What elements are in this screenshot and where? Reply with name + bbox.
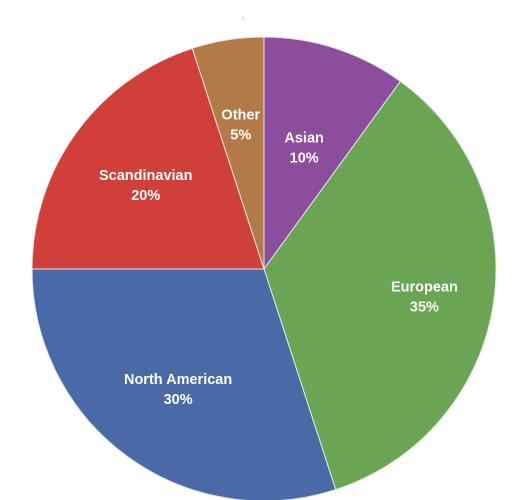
slice-north-american [31,268,337,500]
slice-percent-north-american: 30% [164,392,193,408]
slice-label-asian: Asian [284,130,324,146]
pie-labels: Asian 10% European 35% North American 30% Scan… [99,107,458,408]
slice-percent-other: 5% [230,127,251,143]
slice-percent-asian: 10% [290,150,319,166]
slice-label-other: Other [221,107,260,123]
slice-european [263,80,497,491]
slice-scandinavian [31,47,265,270]
pie-slices [31,36,497,500]
slice-other [191,36,265,270]
slice-label-north-american: North American [124,372,232,388]
slice-asian [263,36,402,271]
slice-percent-european: 35% [410,299,439,315]
slice-percent-scandinavian: 20% [131,188,160,204]
slice-label-european: European [391,279,458,295]
slice-label-scandinavian: Scandinavian [99,168,192,184]
top-mark: ꜝ [242,16,245,27]
